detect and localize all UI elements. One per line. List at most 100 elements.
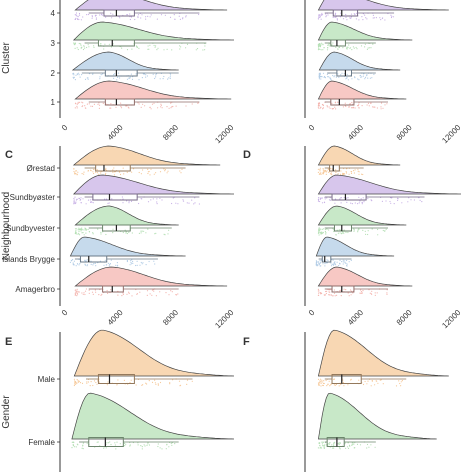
- data-point: [319, 447, 321, 449]
- data-point: [122, 293, 124, 295]
- data-point: [328, 294, 330, 296]
- data-point: [318, 73, 320, 76]
- data-point: [131, 78, 134, 80]
- data-point: [320, 44, 322, 46]
- data-point: [361, 292, 363, 294]
- data-point: [321, 381, 323, 383]
- data-point: [320, 49, 322, 51]
- data-point: [350, 16, 352, 18]
- data-point: [322, 72, 325, 74]
- data-point: [161, 448, 163, 450]
- data-point: [115, 106, 117, 108]
- data-point: [322, 104, 324, 107]
- data-point: [373, 73, 375, 75]
- data-point: [340, 170, 342, 172]
- data-point: [104, 173, 107, 176]
- data-point: [148, 260, 150, 263]
- data-point: [370, 47, 372, 49]
- data-point: [78, 18, 80, 21]
- data-point: [166, 444, 168, 446]
- data-point: [329, 441, 331, 444]
- data-point: [195, 49, 197, 51]
- data-point: [81, 232, 83, 234]
- density-cloud: [315, 236, 395, 257]
- data-point: [86, 103, 88, 105]
- category-label: Sundbyvester: [6, 224, 55, 233]
- data-point: [335, 108, 337, 110]
- data-point: [94, 262, 96, 264]
- data-point: [99, 76, 101, 78]
- data-point: [74, 42, 76, 44]
- data-point: [364, 43, 366, 45]
- data-point: [107, 202, 109, 204]
- data-point: [355, 46, 357, 49]
- data-point: [319, 14, 321, 16]
- data-point: [320, 385, 322, 387]
- data-point: [100, 233, 102, 235]
- data-point: [168, 294, 170, 296]
- data-point: [110, 103, 112, 105]
- data-point: [321, 42, 323, 44]
- data-point: [323, 170, 325, 172]
- data-point: [117, 294, 119, 296]
- data-point: [319, 75, 321, 78]
- data-point: [353, 13, 355, 15]
- data-point: [357, 168, 359, 170]
- data-point: [322, 108, 324, 110]
- data-point: [83, 171, 85, 173]
- x-tick-label: 12000: [440, 308, 462, 330]
- data-point: [76, 382, 78, 384]
- data-point: [114, 444, 116, 446]
- data-point: [353, 107, 355, 109]
- data-point: [88, 103, 90, 105]
- data-point: [132, 260, 134, 263]
- data-point: [330, 172, 332, 174]
- data-point: [324, 77, 326, 79]
- data-point: [325, 379, 327, 382]
- data-point: [319, 48, 321, 51]
- data-point: [320, 382, 322, 384]
- data-point: [73, 42, 75, 44]
- data-point: [385, 228, 387, 230]
- data-point: [78, 264, 80, 266]
- data-point: [147, 201, 150, 203]
- data-point: [372, 106, 374, 108]
- data-point: [351, 101, 353, 104]
- panel-c: C Neighbourhood 0 4000 8000 12000 Ørestad Sundb…: [1, 145, 236, 330]
- data-point: [196, 48, 199, 50]
- data-point: [324, 198, 326, 200]
- data-point: [410, 199, 412, 201]
- data-point: [78, 72, 80, 74]
- data-point: [86, 46, 88, 49]
- data-point: [157, 383, 159, 385]
- data-point: [315, 264, 317, 266]
- panel-b: 0 4000 8000 12000: [304, 0, 463, 145]
- data-point: [94, 289, 96, 291]
- data-point: [384, 104, 386, 106]
- data-point: [160, 103, 162, 105]
- iqr-box: [79, 255, 108, 263]
- data-point: [334, 441, 336, 443]
- x-tick-label: 12000: [213, 123, 235, 145]
- data-point: [185, 105, 187, 107]
- data-point: [129, 444, 131, 446]
- data-point: [78, 380, 80, 382]
- data-point: [74, 79, 76, 81]
- data-point: [182, 17, 184, 19]
- data-point: [318, 262, 321, 264]
- data-point: [170, 102, 172, 104]
- data-point: [322, 231, 324, 234]
- y-axis-title: Neighbourhood: [1, 192, 12, 260]
- data-point: [353, 47, 355, 49]
- data-point: [334, 13, 336, 15]
- data-point: [177, 293, 179, 295]
- data-point: [194, 202, 196, 204]
- data-point: [102, 102, 104, 104]
- data-point: [325, 171, 327, 173]
- data-point: [75, 12, 78, 14]
- data-point: [128, 77, 130, 79]
- data-point: [315, 261, 317, 263]
- data-point: [96, 169, 98, 171]
- data-point: [367, 47, 369, 49]
- data-point: [129, 264, 131, 266]
